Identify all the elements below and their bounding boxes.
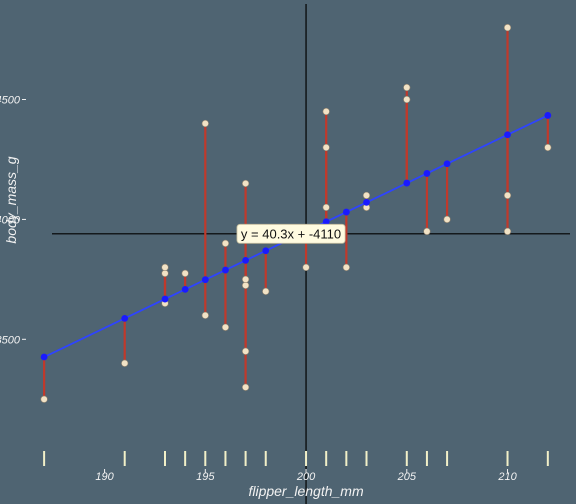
data-point-16 (302, 263, 310, 271)
x-tick-label-205: 205 (397, 471, 417, 483)
fitted-point-6 (242, 256, 250, 264)
data-point-22 (362, 191, 371, 200)
data-point-3 (161, 269, 169, 277)
y-tick-label-3500: 3500 (0, 334, 21, 346)
fitted-point-14 (443, 160, 451, 168)
x-tick-label-210: 210 (497, 471, 517, 483)
data-point-23 (403, 95, 411, 104)
data-point-26 (443, 215, 451, 224)
data-point-9 (221, 239, 230, 247)
y-tick-label-4500: 4500 (0, 95, 21, 107)
fitted-point-1 (121, 314, 129, 322)
data-point-4 (161, 263, 169, 271)
data-point-30 (544, 143, 552, 152)
x-tick-label-190: 190 (95, 471, 114, 483)
data-point-20 (342, 263, 350, 271)
x-tick-label-200: 200 (296, 471, 316, 483)
data-point-0 (40, 395, 48, 403)
data-point-14 (242, 179, 250, 188)
data-point-19 (322, 107, 330, 116)
equation-label-background (236, 223, 346, 244)
fitted-point-11 (363, 199, 370, 206)
data-point-28 (503, 191, 512, 200)
data-point-7 (201, 119, 209, 128)
x-rug (43, 451, 549, 466)
data-point-15 (262, 287, 270, 295)
fitted-point-3 (181, 285, 189, 293)
data-point-25 (423, 227, 431, 235)
data-point-24 (403, 83, 411, 92)
data-point-11 (242, 347, 250, 355)
fitted-point-15 (504, 131, 511, 139)
fitted-point-16 (544, 112, 552, 119)
data-point-29 (503, 23, 512, 32)
y-axis-title: body_mass_g (3, 156, 19, 243)
fitted-point-2 (161, 295, 169, 303)
fitted-point-4 (201, 276, 209, 284)
y-tick-label-4000: 4000 (0, 214, 21, 226)
fitted-point-13 (423, 170, 431, 177)
data-point-27 (503, 227, 512, 235)
x-tick-label-195: 195 (196, 471, 215, 483)
data-point-13 (242, 275, 250, 283)
fitted-point-7 (262, 247, 270, 255)
data-point-10 (242, 383, 250, 391)
residual-lines (43, 27, 549, 400)
data-point-6 (201, 311, 209, 319)
equation-label-text: y = 40.3x + -4110 (241, 226, 341, 241)
data-point-1 (121, 359, 129, 367)
data-point-8 (221, 323, 230, 331)
fitted-point-9 (322, 218, 330, 226)
data-point-5 (181, 269, 189, 277)
equation-label: y = 40.3x + -4110 (236, 223, 346, 244)
data-point-18 (322, 143, 330, 152)
fitted-point-12 (403, 179, 411, 187)
fitted-point-5 (222, 266, 229, 274)
data-point-12 (242, 281, 250, 289)
fitted-point-0 (40, 353, 48, 361)
axes: 190 195 200 205 210 3500 4000 4500 (0, 95, 518, 483)
x-axis-title: flipper_length_mm (248, 483, 364, 499)
fitted-point-10 (342, 208, 350, 216)
data-points (40, 23, 552, 403)
data-point-17 (322, 203, 330, 212)
